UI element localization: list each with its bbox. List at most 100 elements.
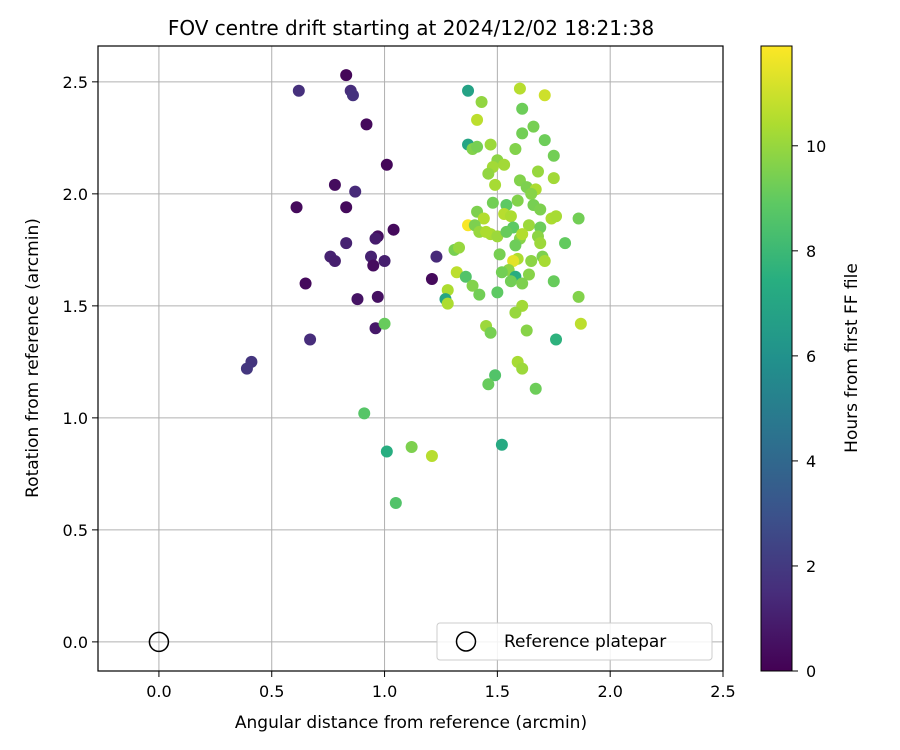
data-point [559,237,572,250]
chart-title: FOV centre drift starting at 2024/12/02 … [168,16,654,40]
x-axis-ticks: 0.0 0.5 1.0 1.5 2.0 2.5 [146,671,736,701]
data-point [495,266,508,279]
data-point [491,230,504,243]
data-point [486,196,499,209]
data-point [473,288,486,301]
x-tick-label: 2.5 [710,682,735,701]
y-tick-label: 1.5 [63,297,88,316]
legend-marker-open-circle [455,631,477,652]
colorbar-tick-label: 2 [806,557,816,576]
legend-label: Reference platepar [504,632,666,652]
data-point [572,212,585,225]
data-point [534,237,547,250]
data-point [522,268,535,281]
data-point [387,223,400,236]
data-point [369,232,382,245]
data-point [498,158,511,171]
colorbar-tick-label: 8 [806,242,816,261]
data-point [340,69,353,82]
data-point [475,96,488,109]
data-point [405,440,418,453]
legend-box [436,622,713,661]
data-point [351,293,364,306]
data-point [441,297,454,310]
data-point [462,84,475,97]
y-tick-label: 0.0 [63,633,88,652]
data-point [520,324,533,337]
data-point [538,134,551,147]
data-point [489,369,502,382]
colorbar-label: Hours from first FF file [842,263,862,453]
data-point [378,317,391,330]
x-tick-label: 0.0 [146,682,171,701]
data-point [493,248,506,261]
data-point [527,120,540,133]
data-point [380,158,393,171]
y-tick-label: 2.5 [63,73,88,92]
colorbar-ticks: 0 2 4 6 8 10 [792,137,826,681]
data-point [504,275,517,288]
data-point [365,250,378,263]
data-point [489,178,502,191]
data-point [550,210,563,223]
reference-platepar-marker [148,631,170,653]
data-point [340,201,353,214]
x-axis-label: Angular distance from reference (arcmin) [235,713,587,733]
data-point [547,149,560,162]
data-point [358,407,371,420]
data-point [378,255,391,268]
colorbar-tick-label: 6 [806,347,816,366]
data-point [484,138,497,151]
data-point [371,290,384,303]
data-point [466,279,479,292]
data-point [425,272,438,285]
data-point [522,219,535,232]
data-point [509,239,522,252]
data-point [453,241,466,254]
data-point [509,143,522,156]
data-point [516,277,529,290]
x-tick-label: 0.5 [259,682,284,701]
data-point [538,89,551,102]
y-tick-label: 0.5 [63,521,88,540]
data-point [547,275,560,288]
data-point [531,165,544,178]
data-point [369,322,382,335]
data-point [484,326,497,339]
data-point [547,172,560,185]
data-point [525,187,538,200]
data-point [516,362,529,375]
data-point [491,286,504,299]
data-point [500,199,513,212]
data-point [511,194,524,207]
data-point [534,221,547,234]
data-point [380,445,393,458]
data-point [516,127,529,140]
data-point [471,113,484,126]
colorbar [760,45,793,672]
data-point [504,210,517,223]
data-point [495,438,508,451]
data-point [500,225,513,238]
colorbar-tick-label: 0 [806,662,816,681]
data-point [425,449,438,462]
data-point [430,250,443,263]
data-point [509,306,522,319]
data-point [516,228,529,241]
data-point [513,82,526,95]
data-point [477,212,490,225]
colorbar-tick-label: 4 [806,452,816,471]
data-point [292,84,305,97]
plot-frame [97,45,724,672]
colorbar-tick-label: 10 [806,137,826,156]
x-tick-label: 2.0 [597,682,622,701]
data-point [367,259,380,272]
data-point [572,290,585,303]
data-point [550,333,563,346]
data-point [328,178,341,191]
data-point [482,378,495,391]
data-point [516,102,529,115]
data-point [525,255,538,268]
data-point [304,333,317,346]
